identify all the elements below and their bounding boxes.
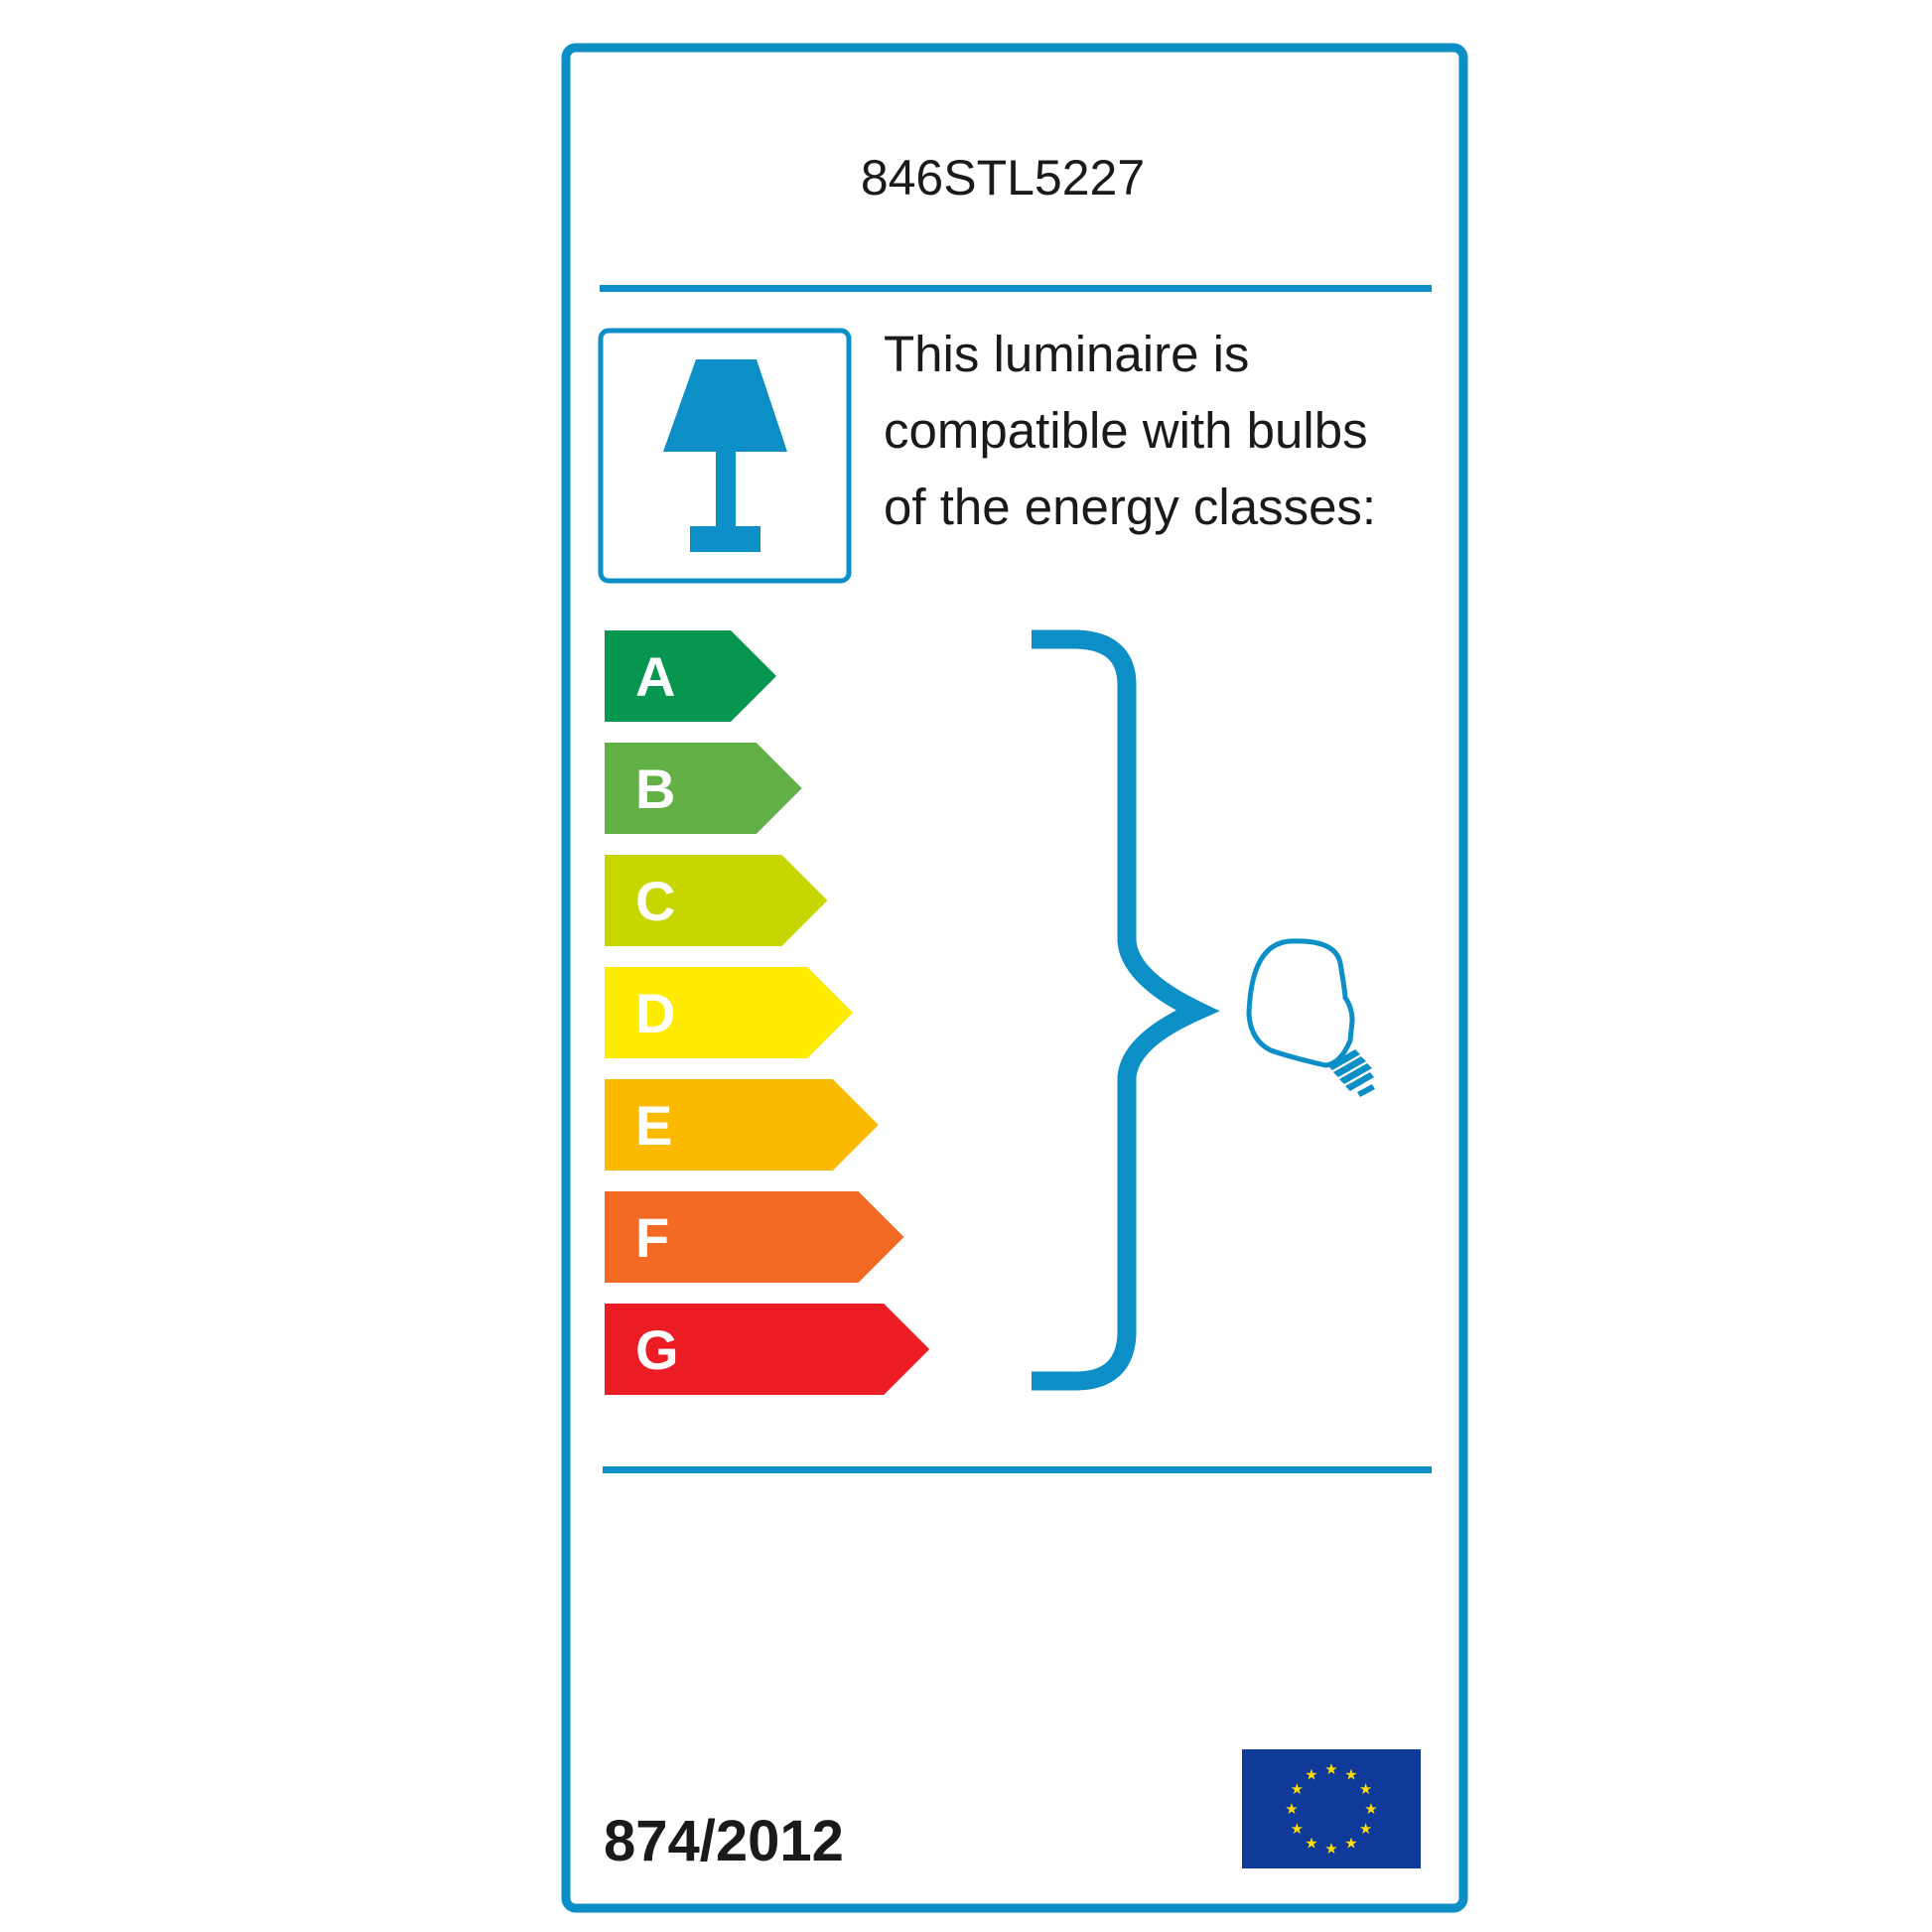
light-bulb-icon — [1246, 938, 1375, 1097]
energy-class-b: B — [605, 743, 802, 834]
description-line: compatible with bulbs — [884, 402, 1368, 459]
divider-bottom — [603, 1466, 1432, 1473]
energy-class-letter: A — [635, 645, 675, 708]
description-line: of the energy classes: — [884, 479, 1376, 535]
energy-class-arrow — [605, 1191, 904, 1283]
eu-star-icon: ★ — [1305, 1765, 1317, 1783]
energy-class-arrow — [605, 967, 854, 1058]
energy-class-a: A — [605, 630, 776, 722]
eu-flag-stars: ★ ★★★★★★★★★★★ — [1285, 1760, 1377, 1858]
eu-star-icon: ★ — [1364, 1800, 1377, 1818]
regulation-number: 874/2012 — [604, 1809, 844, 1873]
energy-class-arrow — [605, 855, 828, 946]
energy-class-d: D — [605, 967, 854, 1058]
eu-star-icon: ★ — [1324, 1760, 1337, 1778]
description: This luminaire is compatible with bulbs … — [884, 326, 1376, 535]
energy-class-letter: B — [635, 758, 675, 820]
eu-star-icon: ★ — [1359, 1820, 1372, 1838]
energy-class-letter: G — [635, 1318, 679, 1381]
eu-star-icon: ★ — [1285, 1800, 1298, 1818]
eu-star-icon: ★ — [1344, 1765, 1357, 1783]
eu-star-icon: ★ — [1344, 1835, 1357, 1853]
energy-class-letter: D — [635, 982, 675, 1044]
energy-class-arrow — [605, 1304, 930, 1395]
energy-class-c: C — [605, 855, 828, 946]
eu-star-icon: ★ — [1291, 1780, 1304, 1798]
energy-class-letter: E — [635, 1094, 672, 1157]
eu-star-icon: ★ — [1305, 1835, 1317, 1853]
eu-star-icon: ★ — [1324, 1840, 1337, 1858]
description-line: This luminaire is — [884, 326, 1249, 382]
energy-class-f: F — [605, 1191, 904, 1283]
label-border — [561, 43, 1468, 1913]
eu-star-icon: ★ — [1359, 1780, 1372, 1798]
energy-class-arrow — [605, 630, 776, 722]
energy-class-g: G — [605, 1304, 930, 1395]
energy-class-e: E — [605, 1079, 879, 1171]
table-lamp-icon — [598, 328, 852, 584]
energy-class-arrow — [605, 1079, 879, 1171]
model-code: 846STL5227 — [861, 150, 1145, 206]
eu-star-icon: ★ — [1291, 1820, 1304, 1838]
divider-top — [600, 285, 1432, 292]
energy-class-letter: C — [635, 870, 675, 932]
energy-class-arrow — [605, 743, 802, 834]
curly-brace — [1032, 629, 1220, 1391]
eu-flag-icon: ★ ★★★★★★★★★★★ — [1242, 1749, 1421, 1868]
energy-class-letter: F — [635, 1206, 669, 1269]
